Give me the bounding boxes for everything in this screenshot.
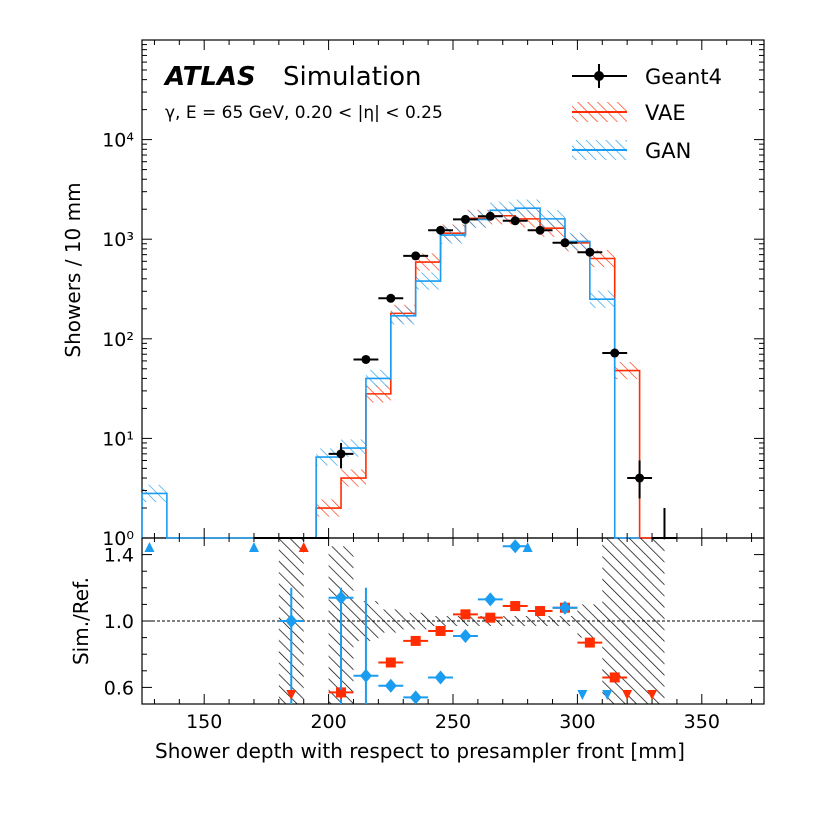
x-tick-label: 250 (435, 711, 471, 733)
legend-geant4-marker (572, 64, 627, 88)
ratio-gan-point (484, 592, 497, 607)
legend-gan-label: GAN (645, 139, 691, 163)
ratio-vae-point (485, 612, 496, 623)
geant4-point (510, 216, 520, 226)
ratio-vae-point (410, 635, 421, 646)
x-axis-label: Shower depth with respect to presampler … (155, 739, 685, 763)
y-axis-label: Showers / 10 mm (61, 182, 85, 357)
ratio-vae-point (609, 672, 620, 683)
atlas-label: ATLAS (163, 62, 256, 92)
y-tick-label: 10⁴ (102, 130, 134, 152)
x-tick-label: 200 (310, 711, 346, 733)
ratio-plot-area (142, 538, 764, 705)
ratio-gan-point (459, 628, 472, 643)
legend-gan-swatch (572, 140, 627, 160)
y-tick-label: 10³ (102, 229, 134, 251)
ratio-gan-point (409, 690, 422, 705)
ratio-gan-offscale-arrow (144, 542, 155, 552)
ratio-vae-point (460, 609, 471, 620)
geant4-point (386, 293, 396, 303)
geant4-point (336, 449, 346, 459)
geant4-point (460, 214, 470, 224)
geant4-point (411, 251, 421, 261)
ratio-gan-offscale-arrow (248, 542, 259, 552)
ratio-uncertainty-band (403, 612, 429, 630)
geant4-point (610, 348, 620, 358)
ratio-vae-offscale-arrow (647, 690, 658, 700)
ratio-vae-point (385, 657, 396, 668)
legend-geant4-label: Geant4 (645, 65, 722, 89)
ratio-vae-offscale-arrow (336, 690, 347, 700)
x-tick-label: 150 (186, 711, 222, 733)
ratio-gan-point (509, 539, 522, 554)
ratio-gan-point (434, 670, 447, 685)
ratio-vae-point (435, 625, 446, 636)
ratio-tick-label: 0.6 (104, 677, 134, 699)
ratio-gan-point (384, 678, 397, 693)
axes-ticks: 150 200 250 300 350 10⁰ 10¹ 10² 10³ 10⁴ 0.6 1.0 1.4 (102, 40, 764, 733)
ratio-vae-offscale-arrow (298, 542, 309, 552)
legend-vae-label: VAE (645, 101, 686, 125)
ratio-tick-label: 1.4 (104, 545, 134, 567)
ratio-tick-label: 1.0 (104, 611, 134, 633)
ratio-vae-offscale-arrow (286, 690, 297, 700)
ratio-gan-offscale-arrow (602, 690, 613, 700)
gan-step-line (141, 207, 640, 539)
x-tick-label: 350 (684, 711, 720, 733)
legend: Geant4 VAE GAN (572, 64, 722, 163)
geant4-point (585, 247, 595, 257)
x-tick-label: 300 (559, 711, 595, 733)
ratio-uncertainty-band (378, 609, 404, 633)
ratio-vae-point (535, 606, 546, 617)
geant4-point (361, 354, 371, 364)
ratio-vae-point (510, 601, 521, 612)
geant4-point (560, 238, 570, 248)
ratio-y-axis-label: Sim./Ref. (69, 577, 93, 665)
y-tick-label: 10¹ (102, 428, 134, 450)
y-tick-label: 10⁰ (102, 528, 134, 550)
subtitle: γ, E = 65 GeV, 0.20 < |η| < 0.25 (165, 103, 443, 123)
ratio-gan-offscale-arrow (577, 690, 588, 700)
legend-vae-swatch (572, 102, 627, 122)
atlas-suffix: Simulation (283, 62, 422, 92)
geant4-point (485, 211, 495, 221)
ratio-vae-point (584, 637, 595, 648)
ratio-gan-offscale-arrow (522, 542, 533, 552)
ratio-vae-offscale-arrow (622, 690, 633, 700)
y-tick-label: 10² (102, 329, 134, 351)
ratio-gan-point (558, 600, 571, 615)
geant4-point (535, 225, 545, 235)
main-plot-area (141, 199, 677, 539)
geant4-point (635, 473, 645, 483)
geant4-point (436, 225, 446, 235)
